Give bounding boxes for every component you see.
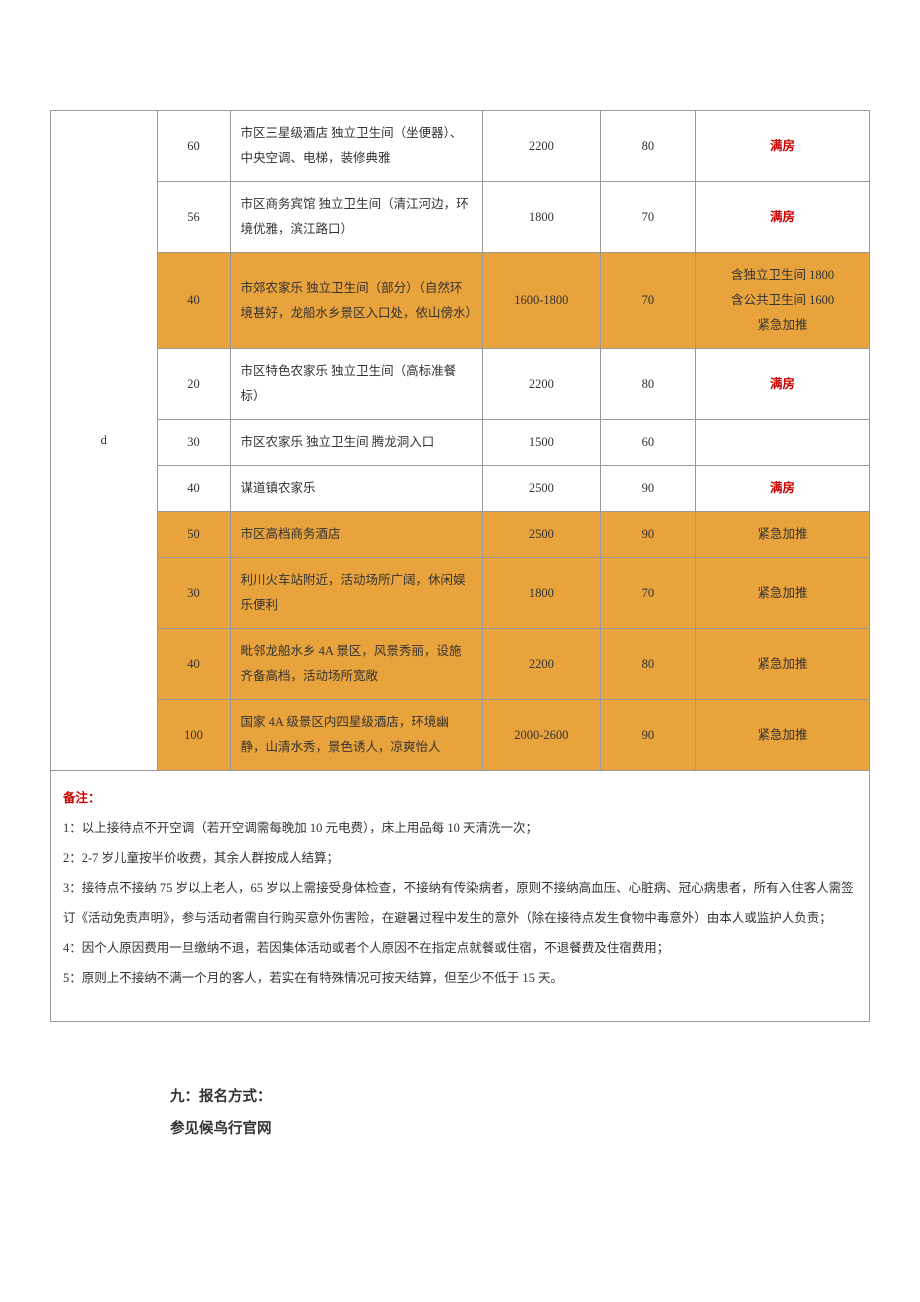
table-row: 56市区商务宾馆 独立卫生间（清江河边，环境优雅，滨江路口）180070 满房 [51,182,870,253]
price-cell: 2500 [482,512,600,558]
pricing-table: d60市区三星级酒店 独立卫生间（坐便器）、中央空调、电梯，装修典雅220080… [50,110,870,1022]
table-row: 20市区特色农家乐 独立卫生间（高标准餐标）220080 满房 [51,349,870,420]
footer-section: 九：报名方式： 参见候鸟行官网 [50,1082,870,1146]
status-full: 满房 [770,139,795,153]
table-row: 40市郊农家乐 独立卫生间（部分）（自然环境甚好，龙船水乡景区入口处，依山傍水）… [51,253,870,349]
mid-cell: 80 [600,629,695,700]
footer-line-1: 九：报名方式： [170,1082,870,1114]
status-cell: 满房 [696,349,870,420]
price-cell: 2000-2600 [482,700,600,771]
price-cell: 1800 [482,182,600,253]
status-full: 满房 [770,481,795,495]
price-cell: 1600-1800 [482,253,600,349]
table-row: 40毗邻龙船水乡 4A 景区，风景秀丽，设施齐备高档，活动场所宽敞220080紧… [51,629,870,700]
qty-cell: 30 [157,558,230,629]
mid-cell: 90 [600,466,695,512]
mid-cell: 90 [600,512,695,558]
table-row: 40谋道镇农家乐250090 满房 [51,466,870,512]
desc-cell: 市区三星级酒店 独立卫生间（坐便器）、中央空调、电梯，装修典雅 [230,111,482,182]
qty-cell: 100 [157,700,230,771]
price-cell: 2200 [482,111,600,182]
notes-item: 2：2-7 岁儿童按半价收费，其余人群按成人结算； [63,843,857,873]
footer-line-2: 参见候鸟行官网 [170,1114,870,1146]
status-cell: 紧急加推 [696,629,870,700]
price-cell: 1800 [482,558,600,629]
group-label-cell: d [51,111,158,771]
mid-cell: 90 [600,700,695,771]
mid-cell: 80 [600,349,695,420]
notes-item: 1：以上接待点不开空调（若开空调需每晚加 10 元电费），床上用品每 10 天清… [63,813,857,843]
qty-cell: 40 [157,629,230,700]
table-row: 100国家 4A 级景区内四星级酒店，环境幽静，山清水秀，景色诱人，凉爽怡人20… [51,700,870,771]
notes-row: 备注：1：以上接待点不开空调（若开空调需每晚加 10 元电费），床上用品每 10… [51,771,870,1022]
table-row: d60市区三星级酒店 独立卫生间（坐便器）、中央空调、电梯，装修典雅220080… [51,111,870,182]
status-cell: 满房 [696,182,870,253]
status-line: 含独立卫生间 1800 [704,263,861,288]
mid-cell: 80 [600,111,695,182]
qty-cell: 60 [157,111,230,182]
desc-cell: 谋道镇农家乐 [230,466,482,512]
status-cell: 满房 [696,111,870,182]
status-full: 满房 [770,377,795,391]
qty-cell: 30 [157,420,230,466]
desc-cell: 市区农家乐 独立卫生间 腾龙洞入口 [230,420,482,466]
status-full: 满房 [770,210,795,224]
price-cell: 2500 [482,466,600,512]
desc-cell: 市区特色农家乐 独立卫生间（高标准餐标） [230,349,482,420]
table-row: 30市区农家乐 独立卫生间 腾龙洞入口150060 [51,420,870,466]
qty-cell: 40 [157,253,230,349]
qty-cell: 40 [157,466,230,512]
status-cell: 含独立卫生间 1800含公共卫生间 1600紧急加推 [696,253,870,349]
desc-cell: 市郊农家乐 独立卫生间（部分）（自然环境甚好，龙船水乡景区入口处，依山傍水） [230,253,482,349]
status-cell: 满房 [696,466,870,512]
price-cell: 2200 [482,629,600,700]
status-cell: 紧急加推 [696,512,870,558]
mid-cell: 70 [600,253,695,349]
price-cell: 1500 [482,420,600,466]
notes-title: 备注： [63,783,857,813]
notes-item: 3：接待点不接纳 75 岁以上老人，65 岁以上需接受身体检查，不接纳有传染病者… [63,873,857,933]
table-row: 50市区高档商务酒店250090紧急加推 [51,512,870,558]
mid-cell: 60 [600,420,695,466]
qty-cell: 20 [157,349,230,420]
notes-item: 5：原则上不接纳不满一个月的客人，若实在有特殊情况可按天结算，但至少不低于 15… [63,963,857,993]
status-cell [696,420,870,466]
status-line: 含公共卫生间 1600 [704,288,861,313]
notes-cell: 备注：1：以上接待点不开空调（若开空调需每晚加 10 元电费），床上用品每 10… [51,771,870,1022]
status-cell: 紧急加推 [696,558,870,629]
desc-cell: 毗邻龙船水乡 4A 景区，风景秀丽，设施齐备高档，活动场所宽敞 [230,629,482,700]
qty-cell: 50 [157,512,230,558]
notes-item: 4：因个人原因费用一旦缴纳不退，若因集体活动或者个人原因不在指定点就餐或住宿，不… [63,933,857,963]
status-line: 紧急加推 [704,313,861,338]
desc-cell: 利川火车站附近，活动场所广阔，休闲娱乐便利 [230,558,482,629]
mid-cell: 70 [600,558,695,629]
mid-cell: 70 [600,182,695,253]
qty-cell: 56 [157,182,230,253]
table-row: 30利川火车站附近，活动场所广阔，休闲娱乐便利180070紧急加推 [51,558,870,629]
desc-cell: 市区商务宾馆 独立卫生间（清江河边，环境优雅，滨江路口） [230,182,482,253]
desc-cell: 市区高档商务酒店 [230,512,482,558]
price-cell: 2200 [482,349,600,420]
desc-cell: 国家 4A 级景区内四星级酒店，环境幽静，山清水秀，景色诱人，凉爽怡人 [230,700,482,771]
status-cell: 紧急加推 [696,700,870,771]
